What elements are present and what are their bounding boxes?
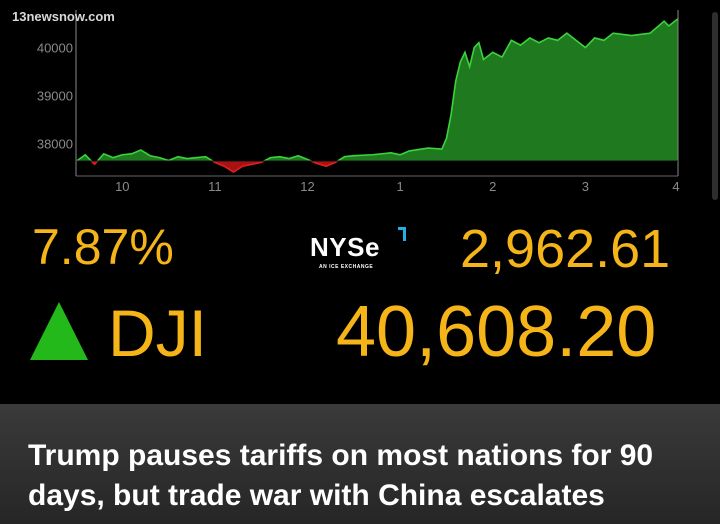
nya-percent-change: 7.87% <box>32 219 174 275</box>
scrollbar[interactable] <box>712 12 718 200</box>
series-line-above <box>76 18 678 161</box>
nyse-subtitle: AN ICE EXCHANGE <box>319 264 374 270</box>
nyse-bracket-icon <box>398 227 406 241</box>
x-tick-label: 10 <box>115 179 129 194</box>
x-tick-label: 3 <box>582 179 589 194</box>
dji-ticker: DJI <box>108 296 207 370</box>
dji-value: 40,608.20 <box>336 292 657 372</box>
x-tick-label: 4 <box>672 179 679 194</box>
y-axis-ticks: 38000 39000 40000 <box>37 41 73 152</box>
nyse-logo: NYSe AN ICE EXCHANGE <box>310 227 410 276</box>
headline-caption[interactable]: Trump pauses tariffs on most nations for… <box>0 404 720 524</box>
headline-text[interactable]: Trump pauses tariffs on most nations for… <box>28 439 654 512</box>
x-axis-ticks: 10 11 12 1 2 3 4 <box>115 179 680 194</box>
x-tick-label: 1 <box>397 179 404 194</box>
chart-area-fills <box>76 18 678 172</box>
station-watermark: 13newsnow.com <box>12 9 115 24</box>
area-below-baseline <box>76 160 678 172</box>
chart-frame <box>75 10 679 177</box>
y-tick-label: 40000 <box>37 41 73 56</box>
x-tick-label: 2 <box>489 179 496 194</box>
y-tick-label: 39000 <box>37 88 73 103</box>
area-above-baseline <box>76 18 678 161</box>
nya-index-value: 2,962.61 <box>460 219 671 279</box>
nyse-wordmark: NYSe <box>310 232 380 262</box>
y-tick-label: 38000 <box>37 136 73 151</box>
chart-series-lines <box>76 18 678 173</box>
up-arrow-icon <box>30 302 88 360</box>
x-tick-label: 12 <box>300 179 314 194</box>
x-tick-label: 11 <box>208 179 222 194</box>
